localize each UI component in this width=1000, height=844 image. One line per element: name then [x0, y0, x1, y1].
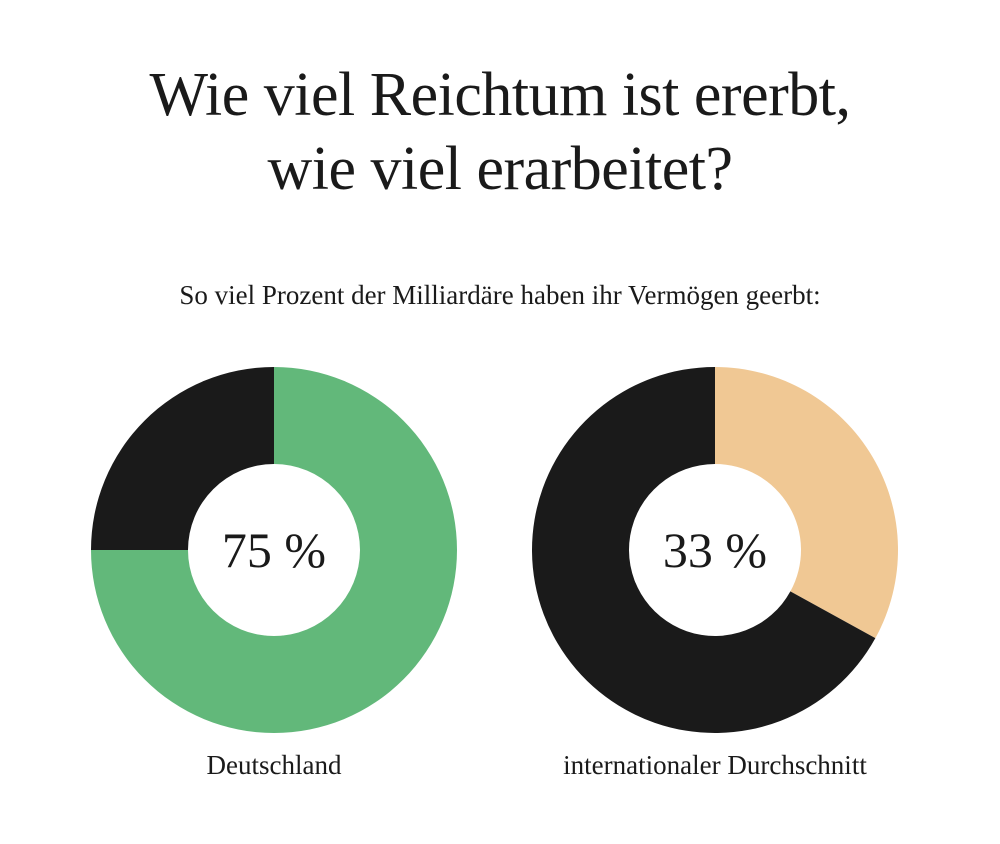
- donut-slice-nicht-geerbt: [532, 367, 876, 733]
- donut-slices: [532, 367, 899, 733]
- donut-category-label: internationaler Durchschnitt: [563, 750, 867, 780]
- donut-center-value: 33 %: [663, 522, 767, 578]
- page-title: Wie viel Reichtum ist ererbt, wie viel e…: [0, 58, 1000, 206]
- donut-slice-geerbt: [715, 367, 899, 639]
- donut-slices: [91, 367, 457, 733]
- title-line-1: Wie viel Reichtum ist ererbt,: [149, 61, 851, 129]
- title-line-2: wie viel erarbeitet?: [267, 135, 733, 203]
- donut-center-value: 75 %: [222, 522, 326, 578]
- donut-chart-international: 33 % internationaler Durchschnitt: [532, 367, 899, 780]
- donut-slice-nicht-geerbt: [91, 367, 274, 550]
- donut-chart-deutschland: 75 % Deutschland: [91, 367, 457, 780]
- donut-slice-geerbt: [91, 367, 457, 733]
- donut-category-label: Deutschland: [207, 750, 342, 780]
- chart-subtitle: So viel Prozent der Milliardäre haben ih…: [179, 280, 821, 310]
